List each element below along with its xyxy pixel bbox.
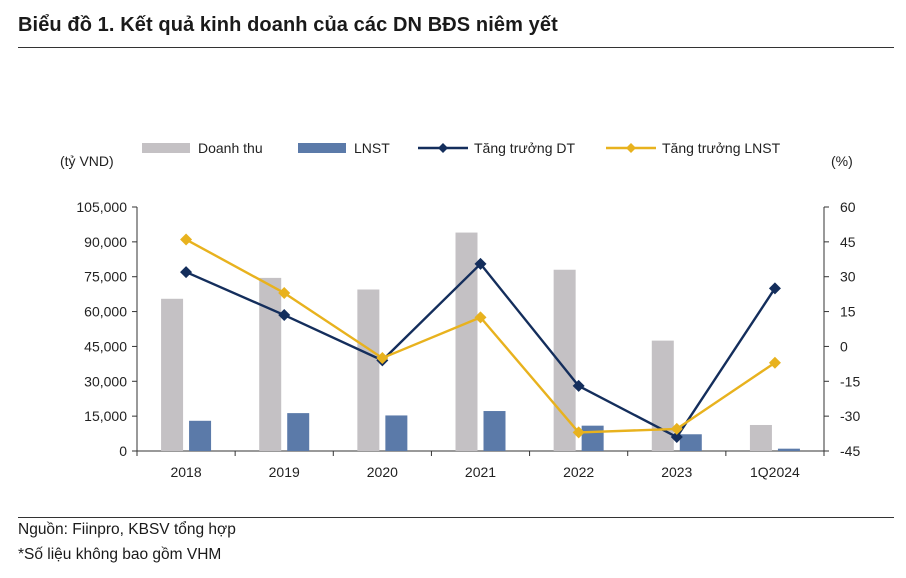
point-tang-truong-dt [670,431,683,444]
y-left-tick-label: 0 [119,443,127,459]
y-right-tick-label: 30 [840,269,856,285]
chart: Doanh thu LNST Tăng trưởng DT Tăng trưởng L… [60,140,860,480]
bar-doanh-thu [259,277,282,451]
legend-label: Tăng trưởng DT [474,140,575,156]
bar-lnst [385,415,408,451]
legend-marker [626,143,636,153]
legend-swatch [298,143,346,153]
lines [180,233,781,444]
point-tang-truong-dt [572,379,585,392]
bar-doanh-thu [749,424,772,451]
bar-lnst [483,411,506,451]
x-tick-label: 2018 [170,464,201,480]
legend-swatch [142,143,190,153]
bar-lnst [287,413,310,451]
point-tang-truong-lnst [278,286,291,299]
point-tang-truong-lnst [670,422,683,435]
x-tick-label: 2022 [563,464,594,480]
y-right-tick-label: -30 [840,408,860,424]
x-tick-label: 2023 [661,464,692,480]
y-left-tick-label: 45,000 [84,338,127,354]
bar-doanh-thu [161,298,184,451]
source-note: Nguồn: Fiinpro, KBSV tổng hợp [18,521,236,538]
bars [161,232,800,451]
point-tang-truong-lnst [572,426,585,439]
point-tang-truong-lnst [180,233,193,246]
chart-title: Biểu đồ 1. Kết quả kinh doanh của các DN… [18,14,558,36]
point-tang-truong-lnst [376,352,389,365]
y-left-tick-label: 90,000 [84,234,127,250]
x-tick-label: 2020 [367,464,398,480]
point-tang-truong-lnst [768,356,781,369]
bar-lnst [777,448,800,451]
point-tang-truong-lnst [474,311,487,324]
y-right-axis-label: (%) [831,153,853,169]
x-tick-label: 2019 [269,464,300,480]
y-right-tick-label: -45 [840,443,860,459]
y-right-tick-label: 15 [840,304,856,320]
legend-label: LNST [354,140,390,156]
point-tang-truong-dt [768,282,781,295]
bar-doanh-thu [357,289,380,451]
point-tang-truong-dt [278,309,291,322]
footnote: *Số liệu không bao gồm VHM [18,546,222,563]
x-tick-label: 1Q2024 [750,464,800,480]
y-right-tick-label: 0 [840,338,848,354]
y-left-tick-label: 60,000 [84,304,127,320]
y-right-tick-label: 45 [840,234,856,250]
y-left-tick-label: 105,000 [76,199,127,215]
bar-lnst [581,425,604,451]
point-tang-truong-dt [180,266,193,279]
bar-doanh-thu [455,232,478,451]
footer-rule [18,517,894,518]
y-left-tick-label: 30,000 [84,373,127,389]
y-left-tick-label: 15,000 [84,408,127,424]
title-rule [18,47,894,48]
legend: Doanh thu LNST Tăng trưởng DT Tăng trưởng L… [142,140,781,156]
y-right-tick-label: 60 [840,199,856,215]
y-left-axis-label: (tỷ VND) [60,153,114,169]
legend-marker [438,143,448,153]
bar-lnst [679,434,702,451]
bar-doanh-thu [553,269,576,451]
bar-doanh-thu [651,340,674,451]
bar-lnst [189,420,212,451]
point-tang-truong-dt [474,257,487,270]
y-right-tick-label: -15 [840,373,860,389]
legend-label: Tăng trưởng LNST [662,140,781,156]
legend-label: Doanh thu [198,140,263,156]
axes: 0 15,000 30,000 45,000 60,000 75,000 90,000 105… [76,199,860,480]
y-left-tick-label: 75,000 [84,269,127,285]
x-tick-label: 2021 [465,464,496,480]
